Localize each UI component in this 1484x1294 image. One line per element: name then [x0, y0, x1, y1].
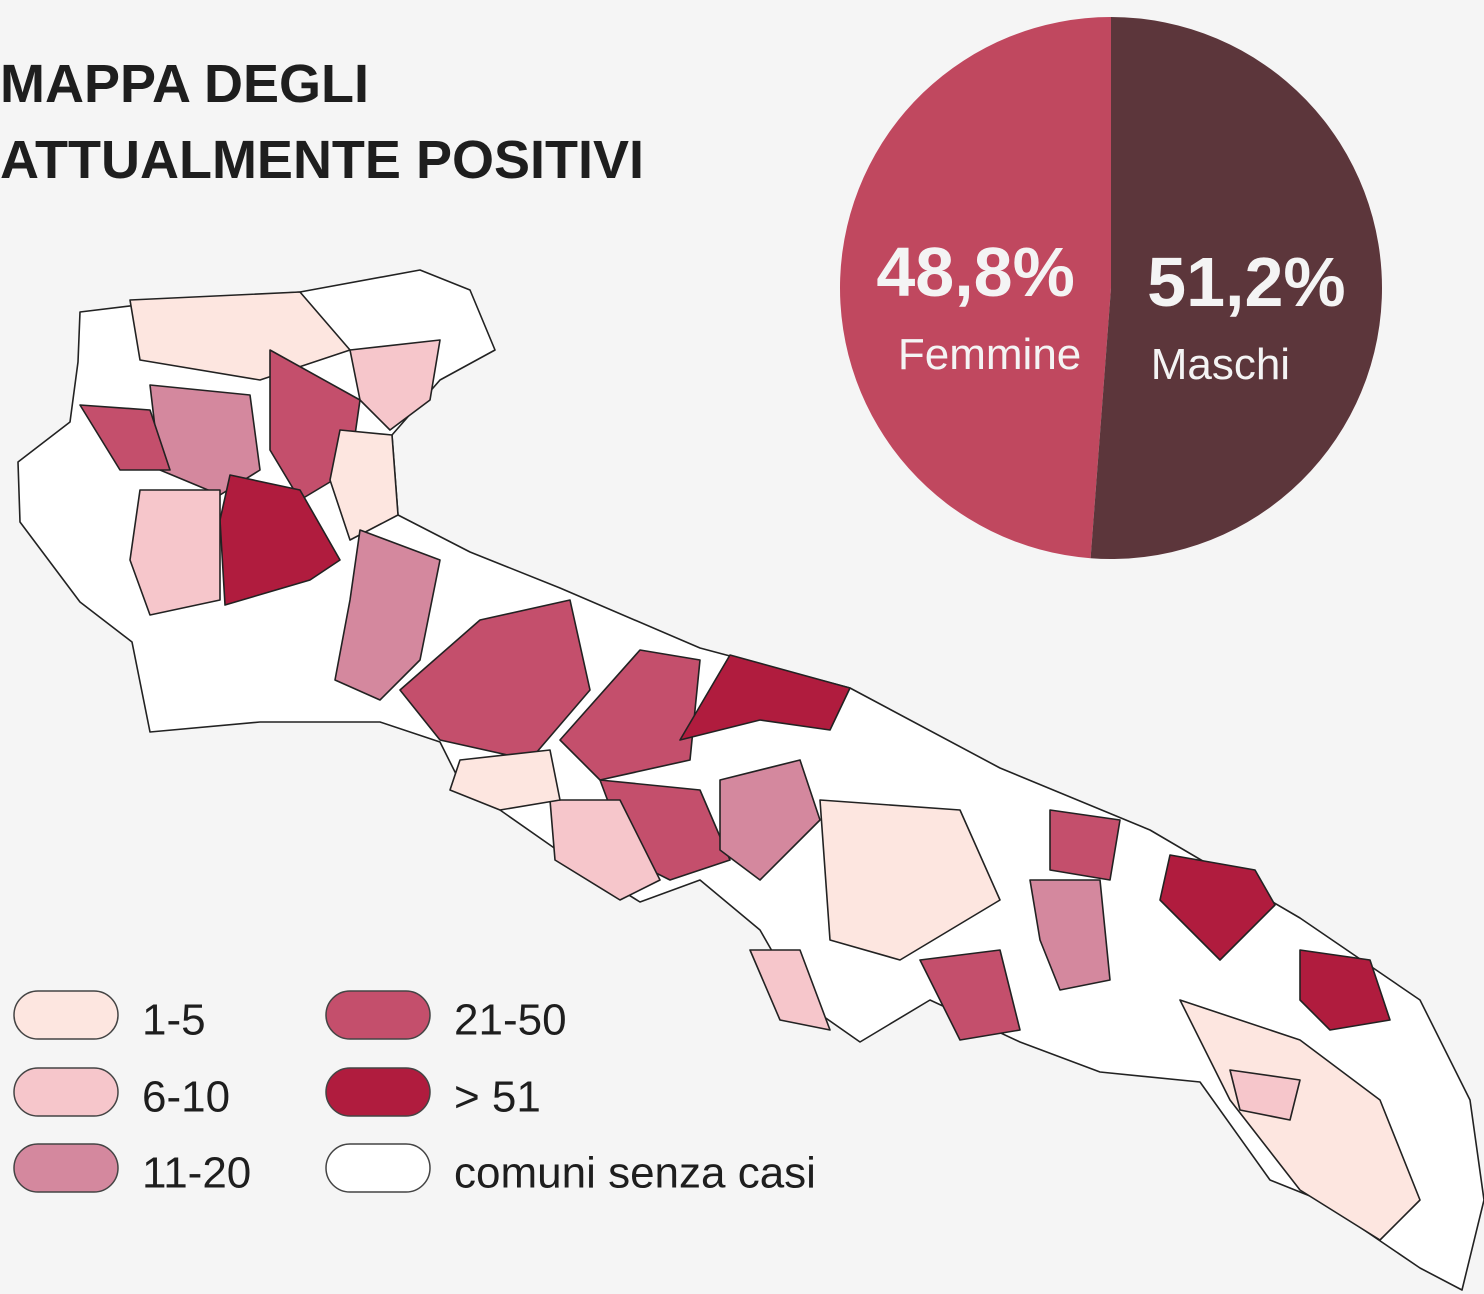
area — [129, 489, 221, 616]
slice-value-label: 51,2% — [1147, 243, 1345, 321]
pie-chart: 48,8% Femmine 51,2% Maschi — [839, 17, 1382, 559]
legend-label: comuni senza casi — [454, 1149, 816, 1198]
slice-name-label: Maschi — [1151, 340, 1290, 389]
area — [334, 529, 441, 701]
legend-swatch — [325, 990, 431, 1040]
legend-label: 1-5 — [142, 996, 206, 1045]
legend-swatch — [13, 1067, 119, 1117]
map — [17, 269, 1484, 1291]
legend-swatch — [325, 1067, 431, 1117]
legend-label: 21-50 — [454, 996, 567, 1045]
area — [329, 429, 399, 541]
title-line: MAPPA DEGLI — [0, 54, 369, 114]
area — [449, 749, 561, 811]
legend-swatch — [13, 1143, 119, 1193]
title-line: ATTUALMENTE POSITIVI — [0, 130, 644, 190]
pie-slice — [1090, 17, 1382, 559]
pie-slice — [839, 17, 1111, 559]
area — [719, 759, 821, 881]
slice-value-label: 48,8% — [876, 233, 1074, 311]
area — [919, 949, 1021, 1041]
legend-swatch — [325, 1143, 431, 1193]
area — [819, 799, 1001, 961]
area — [1299, 949, 1391, 1031]
area — [1029, 879, 1111, 991]
area — [559, 649, 701, 781]
legend-label: 11-20 — [142, 1149, 251, 1198]
area — [549, 799, 661, 901]
area — [349, 339, 441, 431]
slice-name-label: Femmine — [898, 330, 1081, 379]
area — [129, 291, 351, 381]
area — [1159, 854, 1276, 961]
area — [679, 654, 851, 741]
area — [749, 949, 831, 1031]
legend: 1-5 6-10 11-20 21-50 > 51 comuni senza casi — [13, 990, 816, 1198]
legend-swatch — [13, 990, 119, 1040]
area — [1229, 1069, 1301, 1121]
area — [79, 404, 171, 471]
legend-label: > 51 — [454, 1073, 541, 1122]
area — [1049, 809, 1121, 881]
legend-label: 6-10 — [142, 1073, 230, 1122]
area — [1179, 999, 1421, 1241]
area — [399, 599, 591, 761]
